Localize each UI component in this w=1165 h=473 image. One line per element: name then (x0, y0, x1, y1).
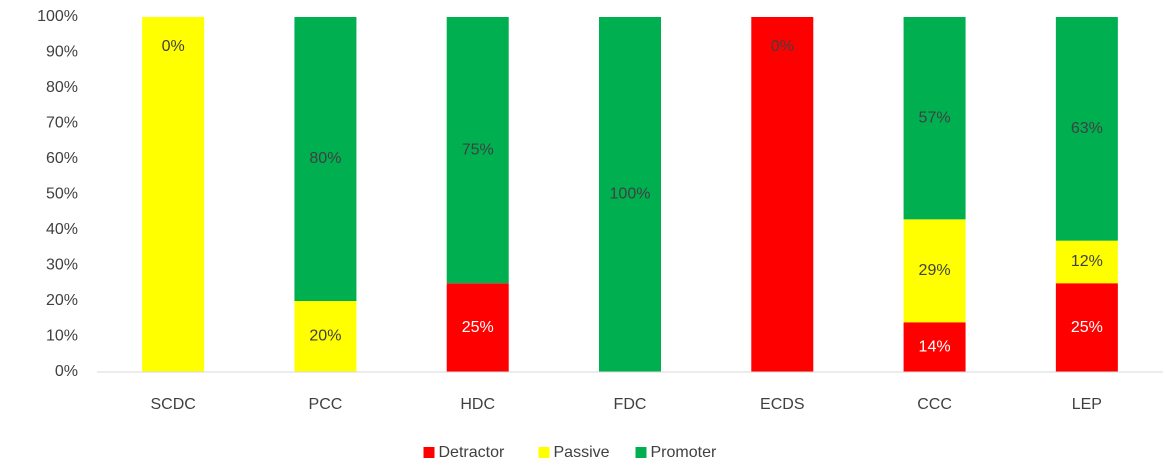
x-tick-label: FDC (614, 396, 647, 413)
y-tick-label: 60% (46, 150, 78, 167)
y-tick-label: 10% (46, 328, 78, 345)
x-tick-label: CCC (917, 396, 952, 413)
x-tick-label: HDC (460, 396, 495, 413)
data-label: 0% (162, 38, 185, 55)
bar-segment (1055, 240, 1118, 284)
bar-segment (294, 301, 357, 372)
legend-swatch (635, 447, 647, 458)
bar-segment (751, 17, 814, 372)
y-tick-label: 100% (37, 8, 78, 25)
legend-swatch (423, 447, 435, 458)
data-label: 100% (610, 186, 651, 203)
data-label: 14% (919, 338, 951, 355)
legend-swatch (538, 447, 550, 458)
bar-segment (903, 219, 966, 323)
data-label: 75% (462, 141, 494, 158)
y-tick-label: 40% (46, 221, 78, 238)
bar-segment (142, 17, 205, 372)
legend-label: Detractor (439, 444, 505, 461)
data-label: 29% (919, 262, 951, 279)
data-label: 80% (309, 150, 341, 167)
y-tick-label: 90% (46, 44, 78, 61)
y-tick-label: 0% (55, 363, 78, 380)
y-tick-label: 20% (46, 292, 78, 309)
x-tick-label: PCC (309, 396, 343, 413)
legend-label: Passive (554, 444, 610, 461)
data-label: 20% (309, 328, 341, 345)
data-label: 63% (1071, 120, 1103, 137)
data-label: 57% (919, 109, 951, 126)
data-label: 25% (462, 319, 494, 336)
y-tick-label: 50% (46, 186, 78, 203)
bar-segment (446, 283, 509, 372)
y-tick-label: 30% (46, 257, 78, 274)
legend-label: Promoter (651, 444, 717, 461)
bar-segment (1055, 283, 1118, 372)
bar-segment (294, 17, 357, 301)
bar-segment (903, 322, 966, 372)
x-tick-label: ECDS (760, 396, 804, 413)
data-label: 0% (771, 38, 794, 55)
y-tick-label: 70% (46, 115, 78, 132)
bar-segment (446, 17, 509, 284)
bar-segment (1055, 17, 1118, 241)
bar-segment (903, 17, 966, 220)
y-tick-label: 80% (46, 79, 78, 96)
bar-segment (599, 17, 661, 372)
data-label: 25% (1071, 319, 1103, 336)
x-tick-label: LEP (1072, 396, 1102, 413)
x-tick-label: SCDC (150, 396, 195, 413)
data-label: 12% (1071, 253, 1103, 270)
